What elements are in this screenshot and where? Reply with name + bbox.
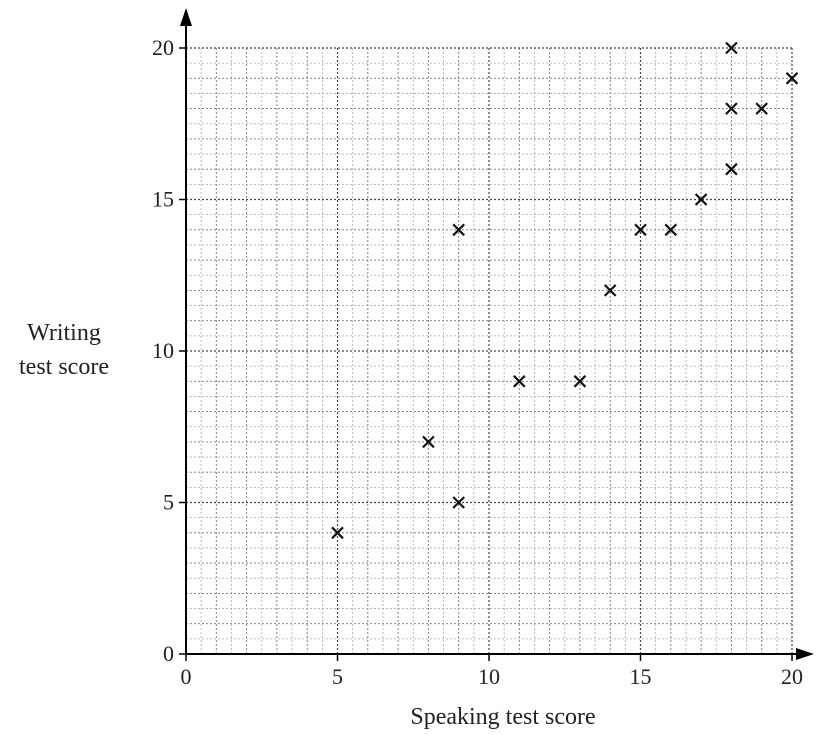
data-point	[452, 496, 465, 509]
y-axis-title-line-2: test score	[19, 354, 109, 380]
data-point	[725, 102, 738, 115]
data-point	[452, 223, 465, 237]
y-axis-arrow	[180, 8, 192, 26]
data-point	[785, 72, 799, 85]
y-tick-label: 5	[163, 490, 174, 515]
data-point	[422, 435, 435, 449]
data-points	[331, 41, 799, 540]
y-tick-label: 0	[163, 641, 174, 666]
y-tick-label: 20	[152, 35, 174, 60]
y-tick-label: 15	[152, 187, 174, 212]
data-point	[725, 162, 738, 176]
data-point	[634, 223, 647, 237]
data-point	[573, 375, 587, 388]
data-point	[725, 41, 738, 55]
x-tick-label: 10	[478, 664, 500, 689]
x-axis-arrow	[796, 648, 814, 660]
tick-labels: 0 5 10 15 20 0 5 10 15 20	[152, 35, 803, 689]
x-axis-title: Speaking test score	[410, 704, 595, 730]
data-point	[603, 284, 617, 297]
x-tick-label: 0	[181, 664, 192, 689]
data-point	[331, 526, 344, 540]
y-axis-title-line-1: Writing	[27, 320, 101, 346]
y-tick-label: 10	[152, 338, 174, 363]
x-tick-label: 5	[332, 664, 343, 689]
x-tick-label: 20	[781, 664, 803, 689]
data-point	[694, 193, 708, 206]
grid	[185, 47, 793, 655]
axes	[179, 8, 814, 661]
x-tick-label: 15	[630, 664, 652, 689]
data-point	[755, 102, 768, 115]
data-point	[664, 223, 678, 237]
data-point	[513, 375, 526, 388]
